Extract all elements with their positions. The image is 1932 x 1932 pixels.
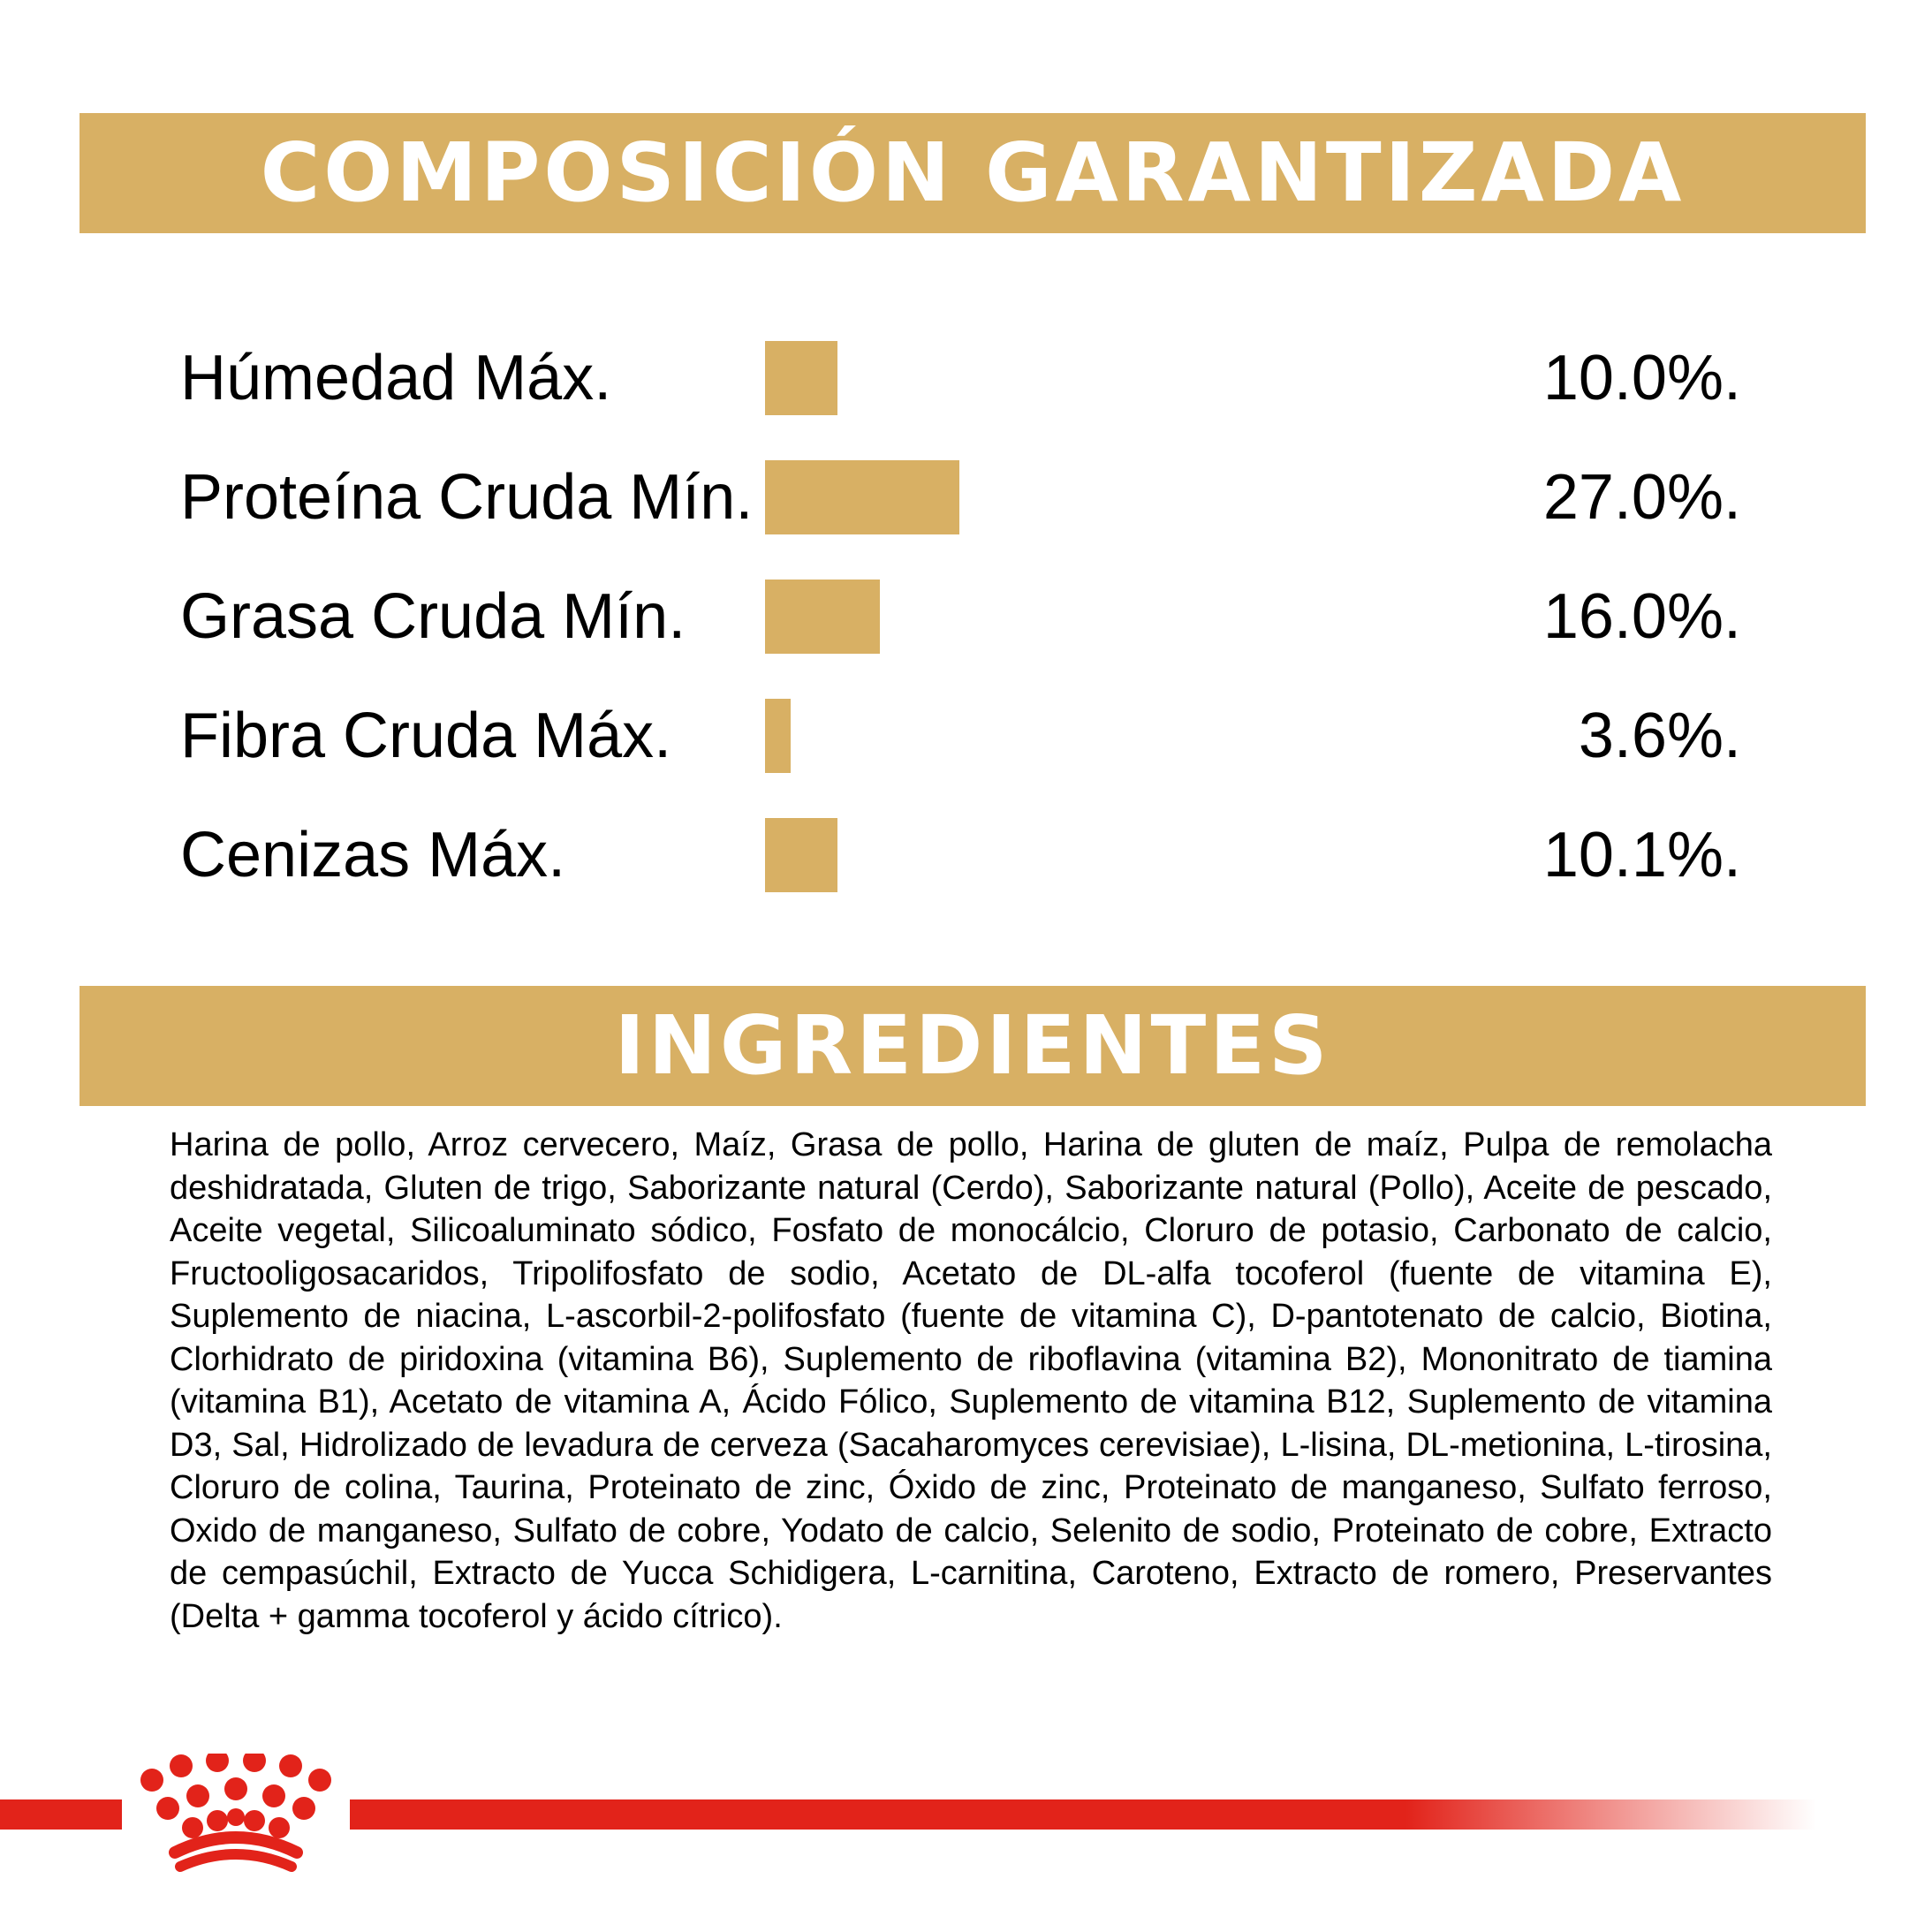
nutrient-bar (765, 341, 837, 415)
nutrient-label: Grasa Cruda Mín. (180, 581, 686, 652)
nutrient-bar (765, 699, 791, 773)
nutrient-value: 10.1%. (1542, 820, 1741, 890)
composition-title: COMPOSICIÓN GARANTIZADA (260, 125, 1686, 220)
nutrient-bar (765, 580, 880, 654)
footer-stripe-right (350, 1799, 1816, 1830)
nutrient-value: 27.0%. (1542, 462, 1741, 533)
nutrient-row: Grasa Cruda Mín. 16.0%. (0, 580, 1932, 654)
ingredients-list: Harina de pollo, Arroz cervecero, Maíz, … (170, 1126, 1772, 1635)
nutrient-label: Proteína Cruda Mín. (180, 462, 754, 533)
nutrient-row: Proteína Cruda Mín. 27.0%. (0, 460, 1932, 534)
footer-stripe-left (0, 1799, 122, 1830)
nutrient-row: Húmedad Máx. 10.0%. (0, 341, 1932, 415)
nutrient-label: Fibra Cruda Máx. (180, 701, 672, 771)
crown-logo-icon (140, 1754, 331, 1872)
nutrient-value: 10.0%. (1542, 343, 1741, 413)
composition-banner: COMPOSICIÓN GARANTIZADA (80, 113, 1866, 233)
nutrient-row: Cenizas Máx. 10.1%. (0, 818, 1932, 892)
nutrient-label: Cenizas Máx. (180, 820, 566, 890)
nutrient-bar (765, 460, 959, 534)
ingredients-banner: INGREDIENTES (80, 986, 1866, 1106)
ingredients-title: INGREDIENTES (614, 998, 1331, 1093)
nutrient-row: Fibra Cruda Máx. 3.6%. (0, 699, 1932, 773)
nutrient-value: 3.6%. (1578, 701, 1741, 771)
nutrient-bar (765, 818, 837, 892)
nutrient-label: Húmedad Máx. (180, 343, 612, 413)
nutrient-value: 16.0%. (1542, 581, 1741, 652)
